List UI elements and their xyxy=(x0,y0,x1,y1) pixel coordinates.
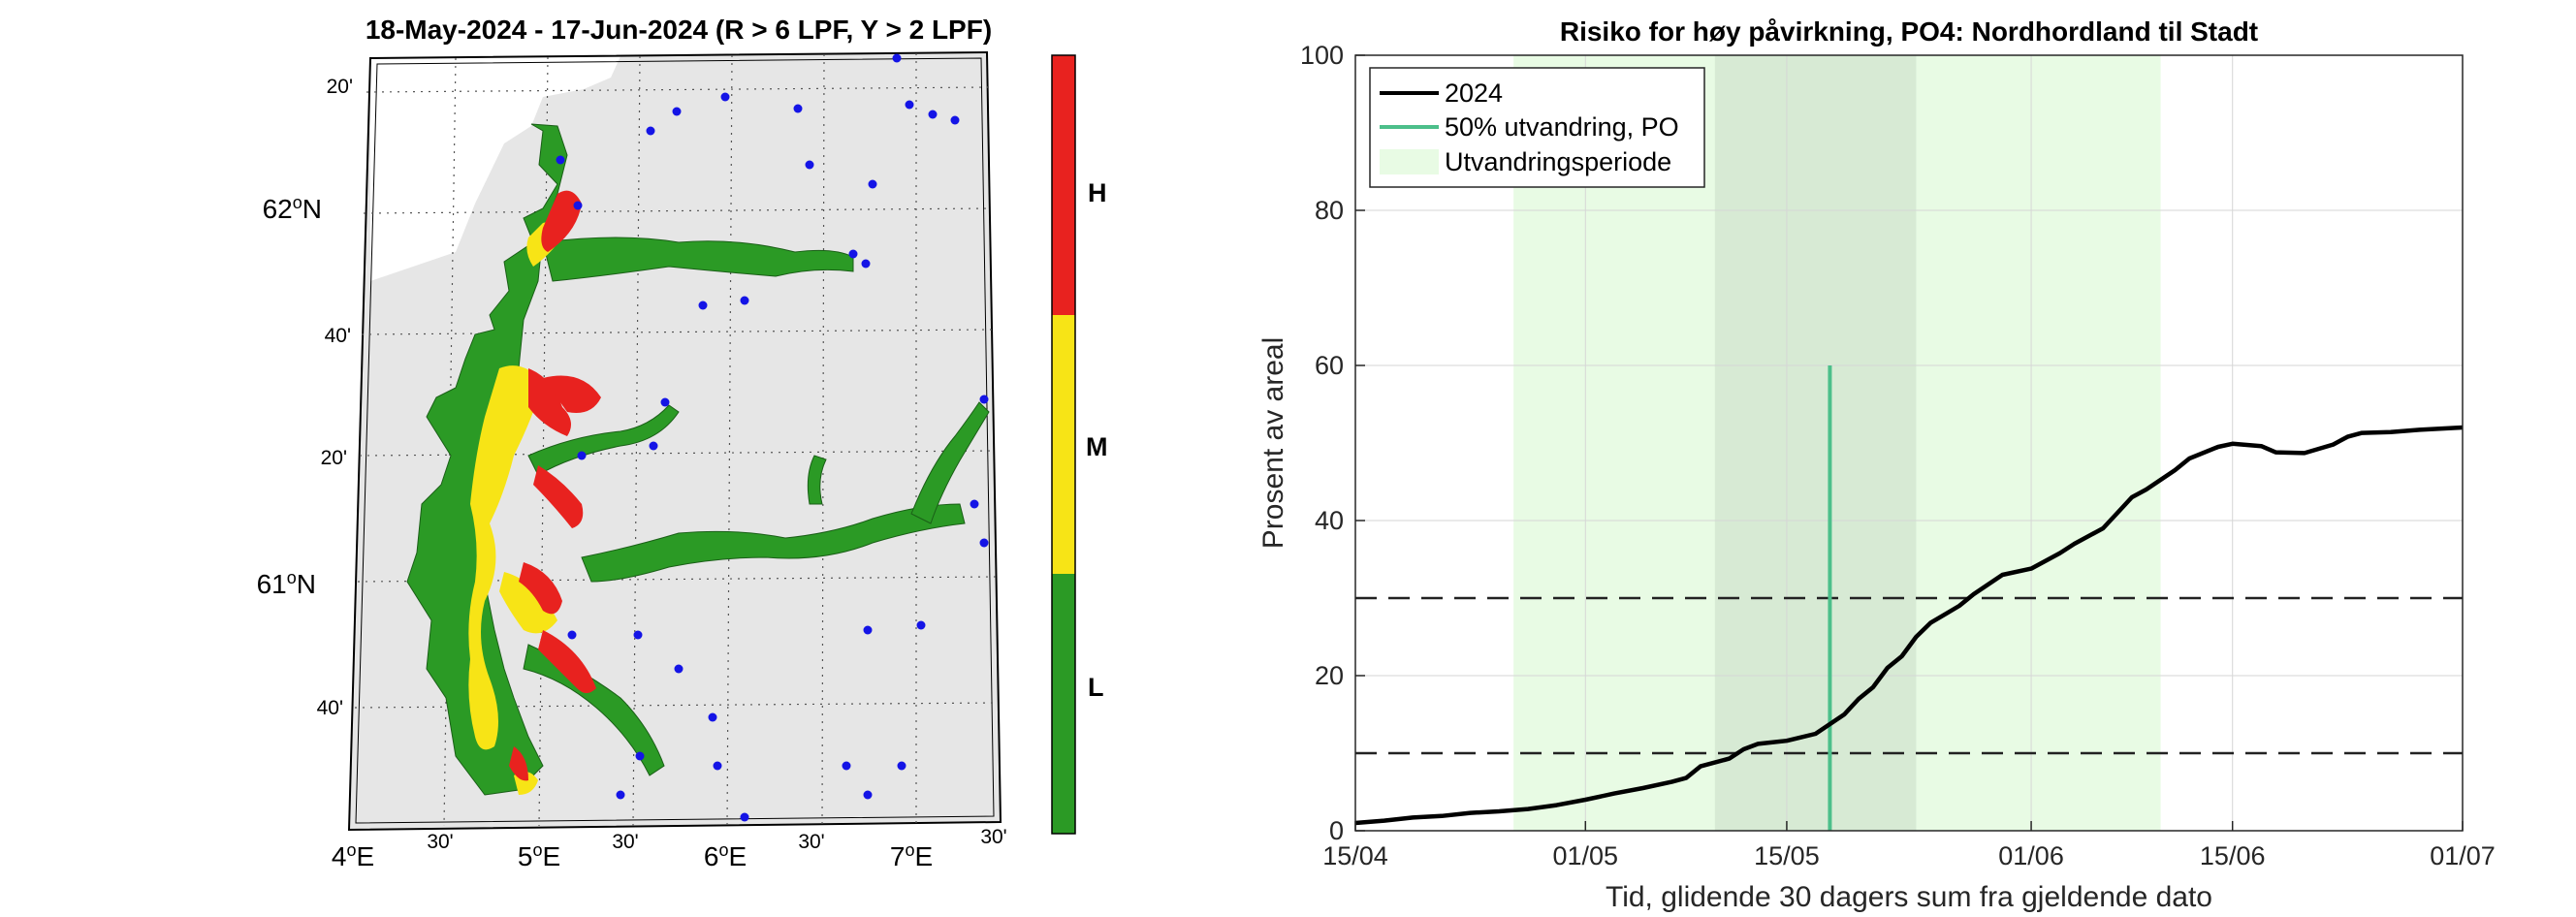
colorbar-label-mid: M xyxy=(1086,432,1108,461)
lon-label-4: 4oE xyxy=(332,840,374,871)
map-frame xyxy=(347,50,1002,832)
highlight-window-band xyxy=(1714,55,1917,831)
legend-label-period: Utvandringsperiode xyxy=(1445,147,1671,176)
map-border xyxy=(347,50,1002,832)
y-tick-label: 80 xyxy=(1315,196,1344,225)
lat-label-62: 62oN xyxy=(263,193,322,224)
y-axis-label: Prosent av areal xyxy=(1257,337,1289,549)
colorbar-label-low: L xyxy=(1088,673,1104,702)
x-tick-label: 01/05 xyxy=(1553,841,1619,870)
map-border-inner xyxy=(355,57,995,824)
lat-minor-label: 40' xyxy=(325,325,351,347)
colorbar-label-high: H xyxy=(1088,178,1107,207)
x-tick-label: 01/07 xyxy=(2430,841,2496,870)
map-land xyxy=(349,52,1001,830)
series-line-2024 xyxy=(1354,425,2464,826)
x-tick-label: 15/06 xyxy=(2200,841,2266,870)
chart-title: Risiko for høy påvirkning, PO4: Nordhord… xyxy=(1560,16,2258,47)
plot-frame xyxy=(1354,54,2464,832)
lat-minor-label: 20' xyxy=(327,76,353,98)
lon-label-6: 6oE xyxy=(704,840,747,871)
map-graticule xyxy=(354,53,1000,827)
lat-minor-label: 40' xyxy=(317,697,343,719)
colorbar-mid xyxy=(1052,315,1075,574)
legend-label-migration: 50% utvandring, PO xyxy=(1445,112,1679,142)
map-lat-labels: 62oN 61oN 20' 40' 20' 40' xyxy=(257,76,353,719)
colorbar-border xyxy=(1051,54,1076,835)
legend-swatch-period xyxy=(1380,149,1439,174)
lon-minor-label: 30' xyxy=(427,831,453,853)
map-sea-high xyxy=(509,190,601,781)
lon-label-7: 7oE xyxy=(890,840,933,871)
map-lon-labels: 4oE 5oE 6oE 7oE 30' 30' 30' 30' xyxy=(332,826,1007,871)
colorbar: H M L xyxy=(1051,54,1108,835)
legend-label-2024: 2024 xyxy=(1445,79,1503,108)
lon-minor-label: 30' xyxy=(612,831,638,853)
y-tick-label: 40 xyxy=(1315,506,1344,535)
lat-minor-label: 20' xyxy=(321,447,347,469)
legend: 2024 50% utvandring, PO Utvandringsperio… xyxy=(1369,67,1705,188)
y-tick-label: 0 xyxy=(1329,816,1344,845)
map-stations xyxy=(556,53,989,822)
lon-label-5: 5oE xyxy=(518,840,560,871)
lon-minor-label: 30' xyxy=(798,831,824,853)
x-axis-label: Tid, glidende 30 dagers sum fra gjeldend… xyxy=(1606,881,2212,913)
y-tick-label: 100 xyxy=(1300,41,1344,70)
x-tick-label: 01/06 xyxy=(1998,841,2064,870)
chart-panel: Risiko for høy påvirkning, PO4: Nordhord… xyxy=(1257,16,2496,913)
map-title: 18-May-2024 - 17-Jun-2024 (R > 6 LPF, Y … xyxy=(366,15,992,45)
colorbar-low xyxy=(1052,574,1075,834)
y-tick-label: 60 xyxy=(1315,351,1344,380)
map-panel: 18-May-2024 - 17-Jun-2024 (R > 6 LPF, Y … xyxy=(257,15,1108,871)
x-tick-label: 15/05 xyxy=(1754,841,1820,870)
lat-label-61: 61oN xyxy=(257,568,316,599)
y-tick-label: 20 xyxy=(1315,661,1344,690)
map-sea-north xyxy=(370,56,620,281)
lon-minor-label: 30' xyxy=(980,826,1006,848)
x-tick-label: 15/04 xyxy=(1322,841,1388,870)
colorbar-high xyxy=(1052,55,1075,315)
